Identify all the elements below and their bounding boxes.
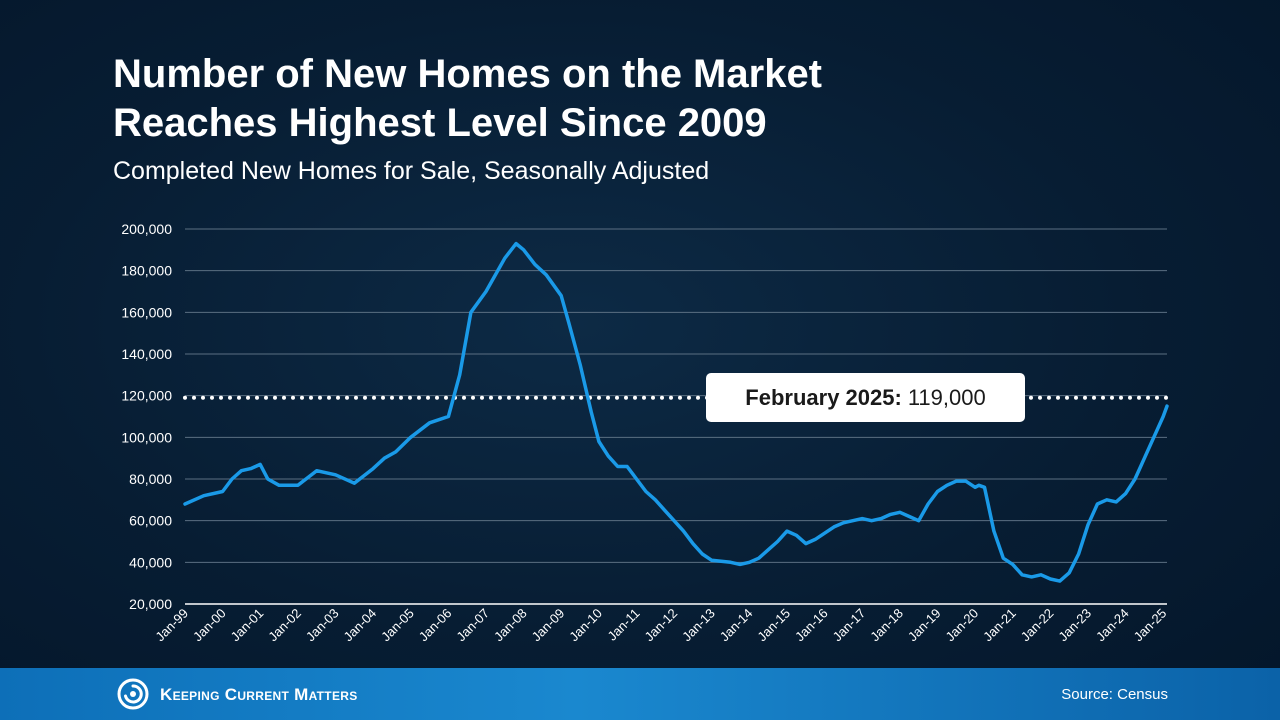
x-tick-label: Jan-13 [679,606,718,645]
y-tick-label: 180,000 [121,263,172,279]
x-tick-label: Jan-11 [605,606,643,644]
x-tick-label: Jan-16 [792,606,831,645]
x-tick-label: Jan-22 [1018,606,1057,645]
x-tick-label: Jan-09 [529,606,568,645]
y-tick-label: 120,000 [121,388,172,404]
y-tick-label: 40,000 [129,554,172,570]
y-tick-label: 160,000 [121,304,172,320]
x-tick-label: Jan-20 [943,606,982,645]
x-tick-label: Jan-18 [867,606,906,645]
x-tick-label: Jan-00 [190,606,229,645]
x-tick-label: Jan-19 [905,606,944,645]
title-line-2: Reaches Highest Level Since 2009 [113,101,767,145]
chart-subtitle: Completed New Homes for Sale, Seasonally… [113,157,710,185]
x-tick-label: Jan-05 [378,606,417,645]
x-tick-label: Jan-23 [1055,606,1094,645]
y-tick-label: 80,000 [129,471,172,487]
brand-name: Keeping Current Matters [160,685,358,704]
callout-box: February 2025: 119,000 [706,373,1025,422]
x-tick-label: Jan-04 [341,606,380,645]
x-tick-label: Jan-02 [265,606,304,645]
footer-bar: Keeping Current Matters Source: Census [0,668,1280,720]
title-line-1: Number of New Homes on the Market [113,52,823,96]
callout-label: February 2025: [745,384,902,410]
x-tick-label: Jan-10 [566,606,605,645]
spiral-logo-icon [117,678,149,710]
y-tick-label: 60,000 [129,513,172,529]
x-tick-label: Jan-08 [491,606,530,645]
series-line [183,241,1169,583]
x-tick-label: Jan-06 [416,606,455,645]
page-title: Number of New Homes on the Market Reache… [113,50,822,148]
x-tick-label: Jan-03 [303,606,342,645]
x-tick-label: Jan-21 [980,606,1019,645]
x-tick-label: Jan-24 [1093,606,1132,645]
y-tick-label: 100,000 [121,429,172,445]
x-tick-label: Jan-15 [754,606,793,645]
callout-value: 119,000 [907,384,986,410]
y-tick-label: 20,000 [129,596,172,612]
y-tick-label: 200,000 [121,221,172,237]
x-tick-label: Jan-01 [228,606,267,645]
source-note: Source: Census [1061,686,1168,703]
line-chart: 20,000 40,000 60,000 80,000 100,000 120,000 14… [121,221,1170,645]
x-tick-label: Jan-25 [1131,606,1170,645]
y-tick-label: 140,000 [121,346,172,362]
x-tick-label: Jan-12 [642,606,681,645]
x-tick-label: Jan-07 [453,606,492,645]
x-tick-label: Jan-14 [717,606,756,645]
x-tick-label: Jan-17 [830,606,869,645]
